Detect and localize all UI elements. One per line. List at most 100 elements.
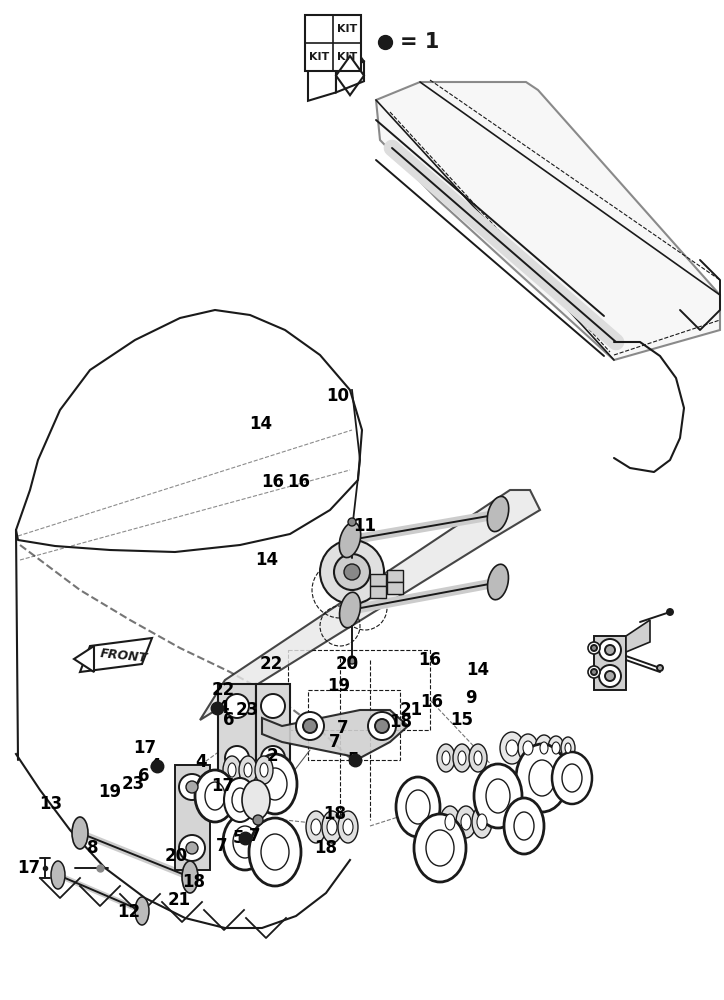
Ellipse shape — [195, 770, 235, 822]
Text: 22: 22 — [259, 655, 282, 673]
Text: 5: 5 — [233, 829, 245, 847]
Text: 7: 7 — [249, 827, 261, 845]
Ellipse shape — [72, 817, 88, 849]
Ellipse shape — [228, 763, 236, 777]
Polygon shape — [308, 62, 336, 101]
Polygon shape — [80, 638, 152, 672]
Ellipse shape — [426, 830, 454, 866]
Ellipse shape — [340, 592, 361, 628]
Text: 14: 14 — [466, 661, 489, 679]
Polygon shape — [626, 620, 650, 652]
Polygon shape — [336, 62, 364, 92]
Circle shape — [179, 774, 205, 800]
Text: 9: 9 — [465, 689, 476, 707]
Ellipse shape — [239, 756, 257, 784]
Text: 13: 13 — [39, 795, 62, 813]
Text: = 1: = 1 — [400, 32, 439, 52]
Text: 16: 16 — [261, 473, 284, 491]
Circle shape — [605, 645, 615, 655]
Polygon shape — [256, 684, 290, 780]
Text: 11: 11 — [353, 517, 376, 535]
Text: 23: 23 — [236, 701, 259, 719]
Text: 18: 18 — [182, 873, 206, 891]
Ellipse shape — [461, 814, 471, 830]
Circle shape — [261, 694, 285, 718]
Ellipse shape — [474, 751, 482, 765]
Circle shape — [253, 815, 263, 825]
Text: 14: 14 — [249, 415, 272, 433]
Ellipse shape — [253, 754, 297, 814]
Polygon shape — [370, 586, 386, 598]
Text: 7: 7 — [329, 733, 340, 751]
Circle shape — [348, 518, 356, 526]
Polygon shape — [336, 42, 364, 81]
Text: 14: 14 — [255, 551, 278, 569]
Ellipse shape — [232, 788, 248, 812]
Ellipse shape — [472, 806, 492, 838]
Ellipse shape — [486, 779, 510, 813]
Circle shape — [605, 671, 615, 681]
Text: 19: 19 — [327, 677, 350, 695]
Circle shape — [599, 639, 621, 661]
Ellipse shape — [406, 790, 430, 824]
Polygon shape — [387, 582, 403, 594]
Circle shape — [186, 842, 198, 854]
Ellipse shape — [261, 834, 289, 870]
Circle shape — [344, 564, 360, 580]
Ellipse shape — [244, 763, 252, 777]
Text: 5: 5 — [348, 751, 359, 769]
Circle shape — [225, 694, 249, 718]
Ellipse shape — [255, 756, 273, 784]
Ellipse shape — [552, 752, 592, 804]
Ellipse shape — [514, 812, 534, 840]
Ellipse shape — [562, 764, 582, 792]
Circle shape — [588, 642, 600, 654]
Text: 2: 2 — [266, 747, 278, 765]
Text: 4: 4 — [217, 699, 229, 717]
Circle shape — [348, 656, 356, 664]
Ellipse shape — [224, 778, 256, 822]
Polygon shape — [175, 765, 210, 870]
Ellipse shape — [338, 811, 358, 843]
Circle shape — [179, 835, 205, 861]
Ellipse shape — [458, 751, 466, 765]
Text: 7: 7 — [337, 719, 349, 737]
Ellipse shape — [249, 818, 301, 886]
Ellipse shape — [504, 798, 544, 854]
Ellipse shape — [263, 768, 287, 800]
Ellipse shape — [396, 777, 440, 837]
Ellipse shape — [474, 764, 522, 828]
Ellipse shape — [327, 819, 337, 835]
Circle shape — [588, 666, 600, 678]
Circle shape — [296, 712, 324, 740]
Ellipse shape — [500, 732, 524, 764]
Text: 21: 21 — [168, 891, 191, 909]
Text: 20: 20 — [336, 655, 359, 673]
Polygon shape — [262, 710, 408, 758]
Circle shape — [591, 669, 597, 675]
Text: 22: 22 — [211, 681, 235, 699]
Polygon shape — [74, 646, 94, 672]
Text: 18: 18 — [314, 839, 337, 857]
Ellipse shape — [523, 741, 533, 755]
Circle shape — [334, 554, 370, 590]
Ellipse shape — [548, 736, 564, 760]
Polygon shape — [200, 490, 540, 720]
Ellipse shape — [456, 806, 476, 838]
Polygon shape — [387, 570, 403, 582]
Text: FRONT: FRONT — [100, 647, 148, 665]
Ellipse shape — [414, 814, 466, 882]
Text: 20: 20 — [165, 847, 188, 865]
Circle shape — [368, 712, 396, 740]
Text: 17: 17 — [133, 739, 156, 757]
Ellipse shape — [540, 742, 548, 754]
Text: KIT: KIT — [337, 24, 357, 34]
Ellipse shape — [51, 861, 65, 889]
Ellipse shape — [516, 744, 568, 812]
Ellipse shape — [260, 763, 268, 777]
Text: 18: 18 — [323, 805, 346, 823]
Text: 8: 8 — [87, 839, 98, 857]
Ellipse shape — [340, 522, 361, 558]
Ellipse shape — [469, 744, 487, 772]
Text: 21: 21 — [400, 701, 423, 719]
